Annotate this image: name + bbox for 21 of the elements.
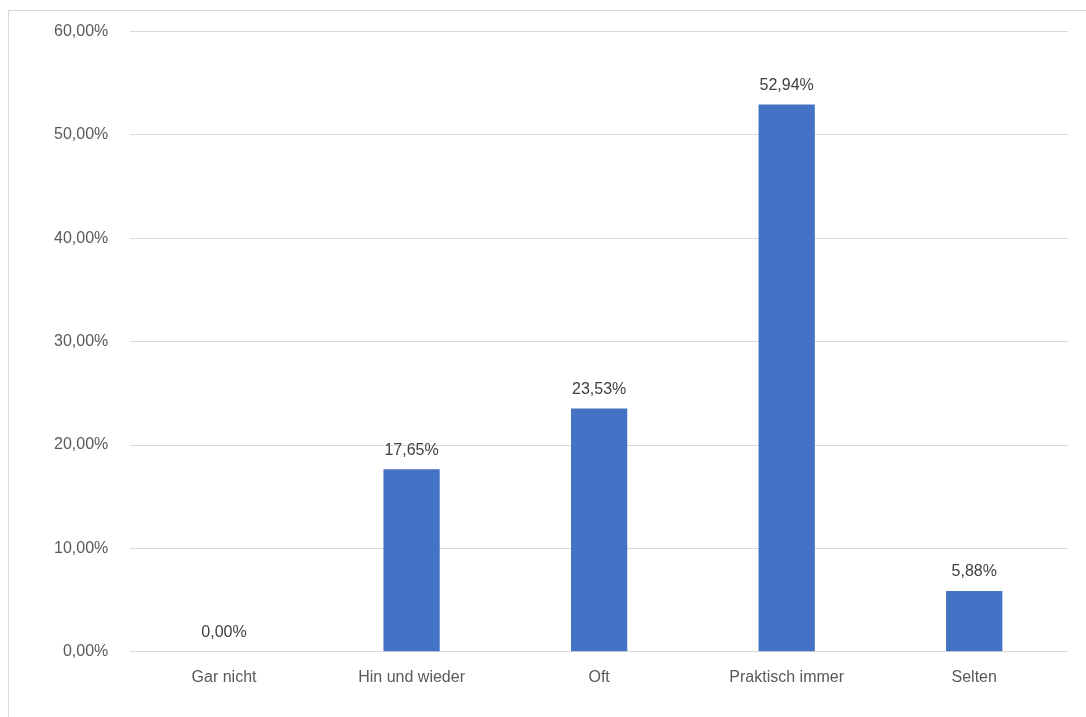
y-tick-label: 30,00% — [54, 332, 109, 350]
x-tick-label: Selten — [951, 667, 997, 685]
data-label: 52,94% — [759, 75, 814, 93]
bar — [571, 408, 628, 652]
y-tick-label: 20,00% — [54, 435, 109, 453]
data-label: 17,65% — [384, 440, 439, 458]
x-tick-label: Praktisch immer — [729, 667, 845, 685]
data-label: 5,88% — [951, 562, 997, 580]
y-tick-label: 60,00% — [54, 22, 109, 40]
y-tick-label: 0,00% — [62, 642, 109, 660]
bar — [946, 591, 1003, 652]
bar — [758, 104, 815, 652]
bar — [383, 469, 440, 652]
data-label: 0,00% — [201, 623, 247, 641]
x-tick-label: Hin und wieder — [358, 667, 466, 685]
data-label: 23,53% — [572, 379, 627, 397]
x-tick-label: Gar nicht — [191, 667, 258, 685]
x-tick-label: Oft — [588, 667, 611, 685]
y-tick-label: 10,00% — [54, 538, 109, 556]
y-tick-label: 40,00% — [54, 228, 109, 246]
y-tick-label: 50,00% — [54, 125, 109, 143]
